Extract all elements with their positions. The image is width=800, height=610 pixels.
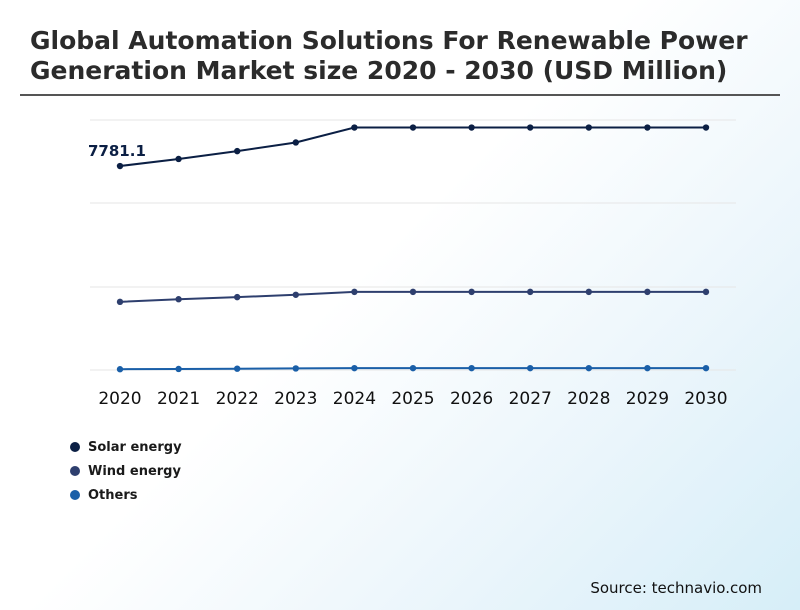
data-point — [702, 364, 710, 372]
data-point — [351, 364, 358, 372]
x-tick-label: 2024 — [333, 389, 376, 409]
x-tick-label: 2029 — [626, 389, 669, 409]
x-tick-label: 2020 — [98, 389, 141, 409]
legend-dot-icon — [70, 490, 80, 500]
legend-label: Wind energy — [88, 463, 181, 479]
legend-item-others: Others — [70, 483, 182, 507]
data-point — [116, 298, 124, 306]
data-point — [175, 155, 182, 163]
data-point — [585, 288, 592, 296]
legend-label: Solar energy — [88, 439, 182, 455]
source-text: Source: technavio.com — [590, 579, 762, 597]
data-point — [409, 364, 417, 372]
series-line — [119, 126, 706, 168]
data-point — [234, 293, 241, 301]
x-tick-label: 2025 — [391, 389, 434, 409]
data-point — [116, 366, 124, 373]
data-point — [585, 124, 592, 131]
data-point — [468, 364, 475, 372]
data-point — [351, 124, 358, 131]
x-tick-label: 2030 — [684, 389, 727, 409]
data-point — [644, 124, 651, 131]
data-point — [292, 291, 299, 298]
data-point — [234, 365, 241, 372]
data-point — [292, 365, 299, 372]
data-point — [644, 288, 651, 296]
data-point — [116, 162, 124, 170]
data-point — [292, 139, 299, 146]
chart-title: Global Automation Solutions For Renewabl… — [30, 26, 748, 85]
legend: Solar energy Wind energy Others — [70, 435, 182, 507]
x-tick-label: 2027 — [509, 389, 552, 409]
data-point — [702, 124, 710, 131]
data-point — [702, 288, 710, 296]
x-tick-label: 2023 — [274, 389, 317, 409]
data-point — [175, 365, 182, 373]
data-point — [468, 124, 475, 131]
line-chart: 7781.1 2020 2021 2022 2023 2024 2025 2026 2027 20… — [88, 119, 736, 409]
data-point — [527, 364, 534, 372]
data-point — [234, 147, 241, 155]
legend-dot-icon — [70, 466, 80, 476]
legend-item-wind-energy: Wind energy — [70, 459, 182, 483]
x-tick-label: 2022 — [216, 389, 259, 409]
x-tick-label: 2026 — [450, 389, 493, 409]
x-tick-label: 2021 — [157, 389, 200, 409]
data-point — [527, 124, 534, 131]
data-label: 7781.1 — [88, 142, 146, 160]
x-tick-label: 2028 — [567, 389, 610, 409]
title-divider — [20, 94, 780, 96]
data-point — [468, 288, 475, 296]
legend-label: Others — [88, 487, 138, 503]
data-point — [351, 288, 358, 296]
data-point — [409, 124, 417, 131]
data-point — [409, 288, 417, 296]
legend-dot-icon — [70, 442, 80, 452]
data-point — [175, 296, 182, 303]
data-point — [644, 364, 651, 372]
legend-item-solar-energy: Solar energy — [70, 435, 182, 459]
data-point — [527, 288, 534, 296]
data-point — [585, 364, 592, 372]
